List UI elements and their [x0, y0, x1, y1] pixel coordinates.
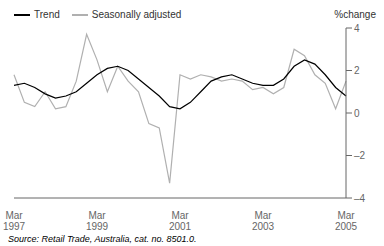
svg-text:2: 2 — [354, 65, 360, 76]
html-text:Trend: Trend — [34, 9, 60, 20]
svg-text:4: 4 — [354, 23, 360, 34]
html-text:Source: Retail Trade, Australi: Source: Retail Trade, Australia, cat. no… — [8, 234, 197, 244]
svg-text:–2: –2 — [354, 150, 366, 161]
svg-text:Mar1997: Mar1997 — [8, 210, 26, 230]
svg-text:Mar2001: Mar2001 — [169, 210, 192, 230]
html-text:%change: %change — [334, 9, 376, 20]
svg-text:–4: –4 — [354, 193, 366, 204]
svg-text:0: 0 — [354, 108, 360, 119]
svg-text:Mar2005: Mar2005 — [335, 210, 358, 230]
svg-text:Mar1999: Mar1999 — [86, 210, 109, 230]
svg-text:Mar2003: Mar2003 — [252, 210, 275, 230]
html-text:Seasonally adjusted: Seasonally adjusted — [91, 9, 182, 20]
